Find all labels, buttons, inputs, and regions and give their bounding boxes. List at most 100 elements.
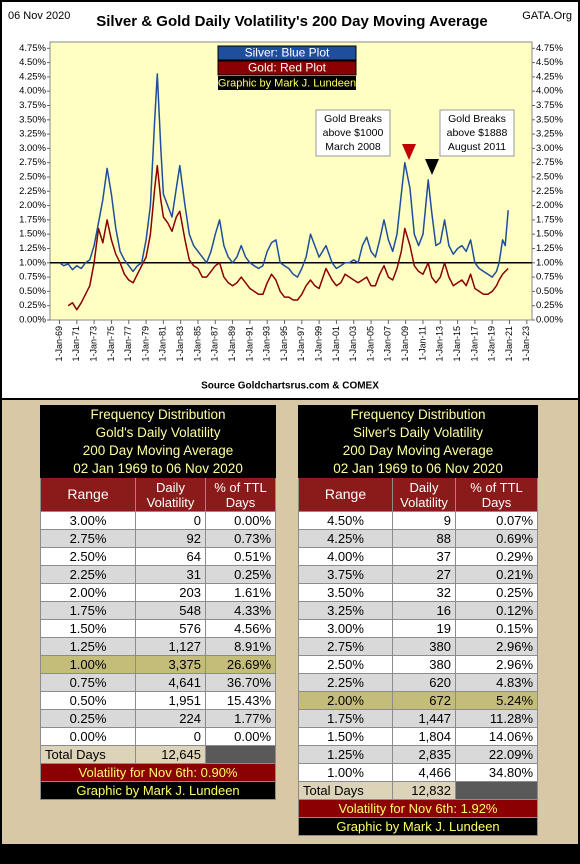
date-label: 06 Nov 2020 — [8, 10, 70, 22]
tables-panel: Frequency Distribution Gold's Daily Volat… — [2, 400, 578, 844]
table-footer: Volatility for Nov 6th: 1.92% — [297, 799, 539, 818]
value-cell: 31 — [135, 565, 206, 584]
value-cell: 0.25% — [204, 565, 277, 584]
x-tick-label: 1-Jan-05 — [365, 326, 375, 362]
value-cell: 2,835 — [392, 745, 456, 764]
table-row: 3.50% 32 0.25% — [298, 583, 539, 602]
y-tick-label: 4.00% — [19, 86, 46, 97]
table-row: 1.00% 4,466 34.80% — [298, 763, 539, 782]
value-cell: 64 — [135, 547, 206, 566]
series-line — [59, 73, 509, 278]
y-tick-label: 4.75% — [19, 43, 46, 54]
y-tick-label: 0.50% — [19, 286, 46, 297]
y-tick-label: 0.00% — [19, 315, 46, 326]
table-row: 0.50% 1,951 15.43% — [40, 691, 277, 710]
range-cell: 2.25% — [298, 673, 393, 692]
annotation-box — [315, 109, 391, 157]
credit-box — [218, 76, 356, 90]
value-cell: 576 — [135, 619, 206, 638]
total-row: Total Days 12,832 — [298, 781, 539, 800]
table-row: 1.25% 1,127 8.91% — [40, 637, 277, 656]
y-tick-label: 2.00% — [19, 200, 46, 211]
total-row: Total Days 12,645 — [40, 745, 277, 764]
y2-tick-label: 0.25% — [536, 300, 563, 311]
table-credit: Graphic by Mark J. Lundeen — [39, 781, 277, 800]
footer-row: Volatility for Nov 6th: 1.92% — [297, 799, 539, 818]
value-cell: 15.43% — [204, 691, 277, 710]
value-cell: 5.24% — [454, 691, 539, 710]
value-cell: 4,466 — [392, 763, 456, 782]
value-cell: 14.06% — [454, 727, 539, 746]
blank-cell — [454, 781, 539, 800]
range-cell: 4.00% — [298, 547, 393, 566]
table-title: 200 Day Moving Average — [297, 441, 539, 460]
range-cell: 3.00% — [40, 511, 136, 530]
table-row: 1.50% 576 4.56% — [40, 619, 277, 638]
value-cell: 2.96% — [454, 637, 539, 656]
range-cell: 3.00% — [298, 619, 393, 638]
value-cell: 27 — [392, 565, 456, 584]
value-cell: 0.73% — [204, 529, 277, 548]
column-header: % of TTL Days — [454, 477, 539, 512]
y-tick-label: 3.00% — [19, 143, 46, 154]
annotation-text: Gold Breaks — [324, 113, 382, 125]
range-cell: 2.75% — [40, 529, 136, 548]
value-cell: 19 — [392, 619, 456, 638]
y-tick-label: 3.75% — [19, 100, 46, 111]
table-row: 1.75% 548 4.33% — [40, 601, 277, 620]
value-cell: 32 — [392, 583, 456, 602]
table-row: 3.00% 0 0.00% — [40, 511, 277, 530]
y-tick-label: 2.25% — [19, 186, 46, 197]
title-row: Gold's Daily Volatility — [39, 423, 277, 442]
x-tick-label: 1-Jan-21 — [504, 326, 514, 362]
y2-tick-label: 2.00% — [536, 200, 563, 211]
y2-tick-label: 2.25% — [536, 186, 563, 197]
value-cell: 4.33% — [204, 601, 277, 620]
value-cell: 1.61% — [204, 583, 277, 602]
y2-tick-label: 3.25% — [536, 129, 563, 140]
x-tick-label: 1-Jan-81 — [158, 326, 168, 362]
table-title: Gold's Daily Volatility — [39, 423, 277, 442]
value-cell: 92 — [135, 529, 206, 548]
y-tick-label: 1.75% — [19, 214, 46, 225]
x-tick-label: 1-Jan-01 — [331, 326, 341, 362]
x-tick-label: 1-Jan-07 — [383, 326, 393, 362]
annotation-box — [439, 109, 515, 157]
x-tick-label: 1-Jan-03 — [348, 326, 358, 362]
y2-tick-label: 2.75% — [536, 157, 563, 168]
legend-label: Gold: Red Plot — [248, 61, 327, 75]
range-cell: 3.75% — [298, 565, 393, 584]
x-tick-label: 1-Jan-79 — [140, 326, 150, 362]
range-cell: 1.25% — [40, 637, 136, 656]
table-title: Frequency Distribution — [297, 405, 539, 424]
total-label: Total Days — [40, 745, 136, 764]
value-cell: 1.77% — [204, 709, 277, 728]
column-header: % of TTL Days — [204, 477, 277, 512]
chart: 06 Nov 2020 Silver & Gold Daily Volatili… — [2, 2, 578, 398]
range-cell: 4.50% — [298, 511, 393, 530]
y2-tick-label: 2.50% — [536, 172, 563, 183]
y-tick-label: 3.50% — [19, 114, 46, 125]
legend-box — [217, 60, 357, 76]
value-cell: 4,641 — [135, 673, 206, 692]
value-cell: 380 — [392, 637, 456, 656]
x-tick-label: 1-Jan-77 — [123, 326, 133, 362]
y2-tick-label: 3.50% — [536, 114, 563, 125]
column-header: Daily Volatility — [135, 477, 206, 512]
y2-tick-label: 1.50% — [536, 229, 563, 240]
range-cell: 0.00% — [40, 727, 136, 746]
header-row: Range Daily Volatility% of TTL Days — [40, 477, 277, 512]
range-cell: 2.25% — [40, 565, 136, 584]
value-cell: 9 — [392, 511, 456, 530]
table-row: 3.75% 27 0.21% — [298, 565, 539, 584]
title-row: Frequency Distribution — [39, 405, 277, 424]
x-tick-label: 1-Jan-93 — [262, 326, 272, 362]
table-row: 2.25% 31 0.25% — [40, 565, 277, 584]
y2-tick-label: 0.00% — [536, 315, 563, 326]
y-tick-label: 0.75% — [19, 272, 46, 283]
table-credit: Graphic by Mark J. Lundeen — [297, 817, 539, 836]
value-cell: 16 — [392, 601, 456, 620]
range-cell: 2.00% — [298, 691, 393, 710]
value-cell: 88 — [392, 529, 456, 548]
value-cell: 1,447 — [392, 709, 456, 728]
